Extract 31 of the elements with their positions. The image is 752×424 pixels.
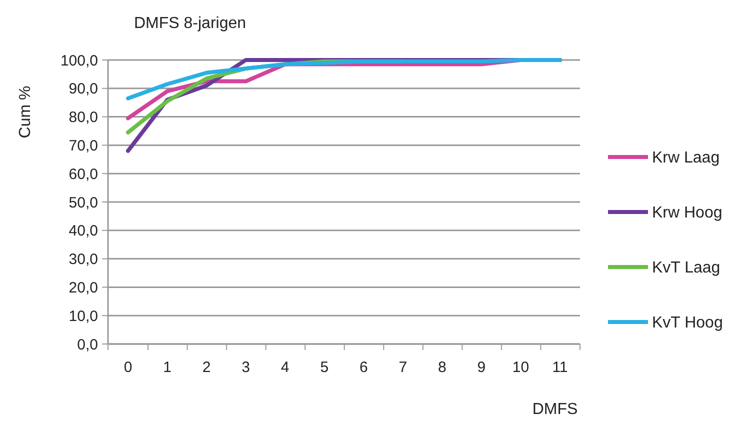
line-series	[126, 58, 562, 100]
y-tick-label: 70,0	[68, 137, 98, 154]
x-tick-label: 9	[477, 359, 486, 376]
x-tick-label: 2	[202, 359, 211, 376]
legend-label: Krw Hoog	[652, 204, 722, 222]
x-tick-label: 4	[280, 359, 290, 376]
x-tick-label: 7	[398, 359, 408, 376]
y-tick-label: 0,0	[77, 336, 98, 354]
y-tick-label: 40,0	[68, 222, 98, 240]
y-axis-title: Cum %	[17, 86, 34, 138]
x-axis-title: DMFS	[532, 401, 578, 418]
x-tick-label: 6	[359, 359, 368, 376]
y-tick-label: 90,0	[68, 80, 98, 98]
y-tick-label: 50,0	[68, 194, 98, 212]
y-tick-label: 100,0	[60, 52, 98, 70]
chart-title: DMFS 8-jarigen	[134, 15, 246, 32]
x-tick-label: 3	[242, 359, 250, 376]
y-tick-label: 60,0	[68, 166, 98, 183]
x-tick-label: 1	[163, 359, 172, 376]
x-tick-label: 5	[320, 359, 329, 376]
x-tick-label: 8	[438, 359, 446, 376]
legend-label: Krw Laag	[652, 150, 720, 167]
y-tick-label: 10,0	[68, 308, 98, 325]
legend-label: KvT Hoog	[652, 314, 723, 332]
x-tick-label: 10	[512, 359, 530, 376]
legend-label: KvT Laag	[652, 260, 720, 277]
x-tick-label: 0	[124, 359, 132, 376]
x-tick-label: 11	[552, 359, 568, 376]
y-tick-label: 30,0	[68, 251, 98, 268]
y-tick-label: 20,0	[68, 279, 98, 296]
y-tick-label: 80,0	[68, 109, 98, 126]
